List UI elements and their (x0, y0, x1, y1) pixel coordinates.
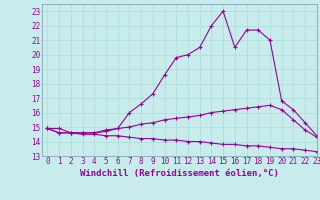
X-axis label: Windchill (Refroidissement éolien,°C): Windchill (Refroidissement éolien,°C) (80, 169, 279, 178)
